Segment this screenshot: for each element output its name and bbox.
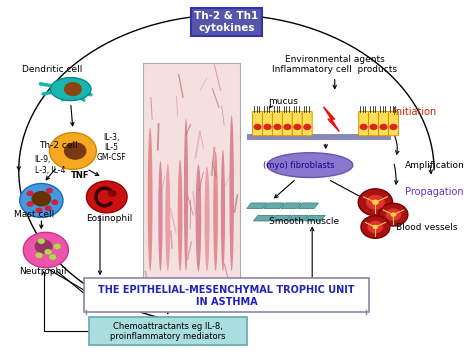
Ellipse shape [267, 153, 353, 178]
Circle shape [31, 191, 51, 207]
Text: Eosinophil: Eosinophil [86, 214, 132, 223]
Text: Th-2 & Th1
cytokines: Th-2 & Th1 cytokines [194, 11, 258, 33]
Circle shape [27, 191, 34, 196]
Ellipse shape [184, 119, 188, 271]
Circle shape [45, 249, 52, 255]
Ellipse shape [50, 78, 91, 100]
Ellipse shape [221, 150, 225, 271]
Circle shape [389, 124, 398, 130]
Circle shape [273, 124, 282, 130]
Circle shape [379, 203, 408, 226]
Circle shape [51, 200, 58, 205]
Text: Amplification: Amplification [405, 160, 465, 170]
Circle shape [264, 124, 272, 130]
Ellipse shape [196, 164, 201, 271]
Text: TNF: TNF [71, 171, 89, 180]
Text: mucus: mucus [268, 97, 298, 106]
Circle shape [19, 184, 63, 218]
Text: Initiation: Initiation [393, 107, 437, 117]
Circle shape [36, 208, 43, 213]
Ellipse shape [178, 159, 182, 271]
FancyBboxPatch shape [359, 111, 369, 136]
Circle shape [283, 124, 292, 130]
Circle shape [360, 124, 368, 130]
FancyBboxPatch shape [379, 111, 389, 136]
Circle shape [36, 252, 43, 258]
Circle shape [46, 188, 53, 193]
Circle shape [27, 201, 34, 207]
FancyBboxPatch shape [84, 278, 369, 312]
FancyBboxPatch shape [283, 111, 292, 136]
Polygon shape [264, 203, 284, 209]
FancyBboxPatch shape [302, 111, 312, 136]
Circle shape [64, 82, 82, 96]
FancyBboxPatch shape [263, 111, 273, 136]
Circle shape [64, 142, 86, 160]
Polygon shape [298, 203, 319, 209]
Circle shape [49, 132, 96, 169]
Circle shape [385, 208, 401, 221]
Ellipse shape [165, 164, 170, 271]
FancyBboxPatch shape [247, 134, 391, 140]
Ellipse shape [148, 128, 153, 271]
Circle shape [367, 221, 383, 233]
Circle shape [38, 238, 45, 244]
Circle shape [358, 189, 392, 216]
Polygon shape [247, 203, 267, 209]
Text: Th-2 cell: Th-2 cell [39, 141, 78, 150]
Circle shape [372, 200, 379, 205]
Text: Chemoattractants eg IL-8,
proinflammatory mediators: Chemoattractants eg IL-8, proinflammator… [110, 322, 226, 341]
Text: IL-9,
L-3, IL-4: IL-9, L-3, IL-4 [35, 155, 65, 175]
Ellipse shape [213, 151, 218, 271]
Ellipse shape [204, 166, 210, 271]
FancyBboxPatch shape [292, 111, 302, 136]
Polygon shape [271, 215, 291, 221]
Circle shape [391, 212, 396, 217]
FancyBboxPatch shape [143, 62, 240, 289]
Circle shape [45, 206, 52, 211]
Circle shape [254, 124, 262, 130]
Text: Neutrophil: Neutrophil [19, 267, 66, 276]
Circle shape [303, 124, 311, 130]
Circle shape [108, 190, 117, 197]
Polygon shape [281, 203, 301, 209]
Text: Mast cell: Mast cell [14, 210, 55, 219]
FancyBboxPatch shape [273, 111, 283, 136]
Ellipse shape [229, 115, 234, 271]
Circle shape [370, 124, 378, 130]
Circle shape [293, 124, 301, 130]
Circle shape [35, 239, 53, 253]
Circle shape [366, 195, 385, 210]
Circle shape [49, 254, 56, 260]
Polygon shape [323, 107, 339, 132]
Text: (myo) fibroblasts: (myo) fibroblasts [263, 160, 334, 170]
Circle shape [54, 244, 61, 249]
FancyBboxPatch shape [369, 111, 379, 136]
Text: Smooth muscle: Smooth muscle [269, 217, 339, 226]
Polygon shape [288, 215, 308, 221]
Text: THE EPITHELIAL-MESENCHYMAL TROPHIC UNIT
IN ASTHMA: THE EPITHELIAL-MESENCHYMAL TROPHIC UNIT … [98, 285, 355, 307]
Ellipse shape [158, 161, 163, 271]
Circle shape [380, 124, 388, 130]
Text: Propagation: Propagation [405, 187, 464, 197]
FancyBboxPatch shape [89, 317, 247, 345]
Circle shape [23, 232, 68, 268]
Text: Dendritic cell: Dendritic cell [22, 65, 83, 74]
Circle shape [86, 181, 127, 213]
Text: Blood vessels: Blood vessels [396, 223, 457, 231]
Polygon shape [305, 215, 325, 221]
FancyBboxPatch shape [253, 111, 263, 136]
Circle shape [361, 216, 390, 238]
Circle shape [373, 225, 378, 229]
Text: IL-3,
IL-5
GM-CSF: IL-3, IL-5 GM-CSF [97, 132, 126, 162]
FancyBboxPatch shape [389, 111, 399, 136]
Polygon shape [254, 215, 274, 221]
Text: Environmental agents
Inflammatory cell  products: Environmental agents Inflammatory cell p… [272, 55, 397, 74]
